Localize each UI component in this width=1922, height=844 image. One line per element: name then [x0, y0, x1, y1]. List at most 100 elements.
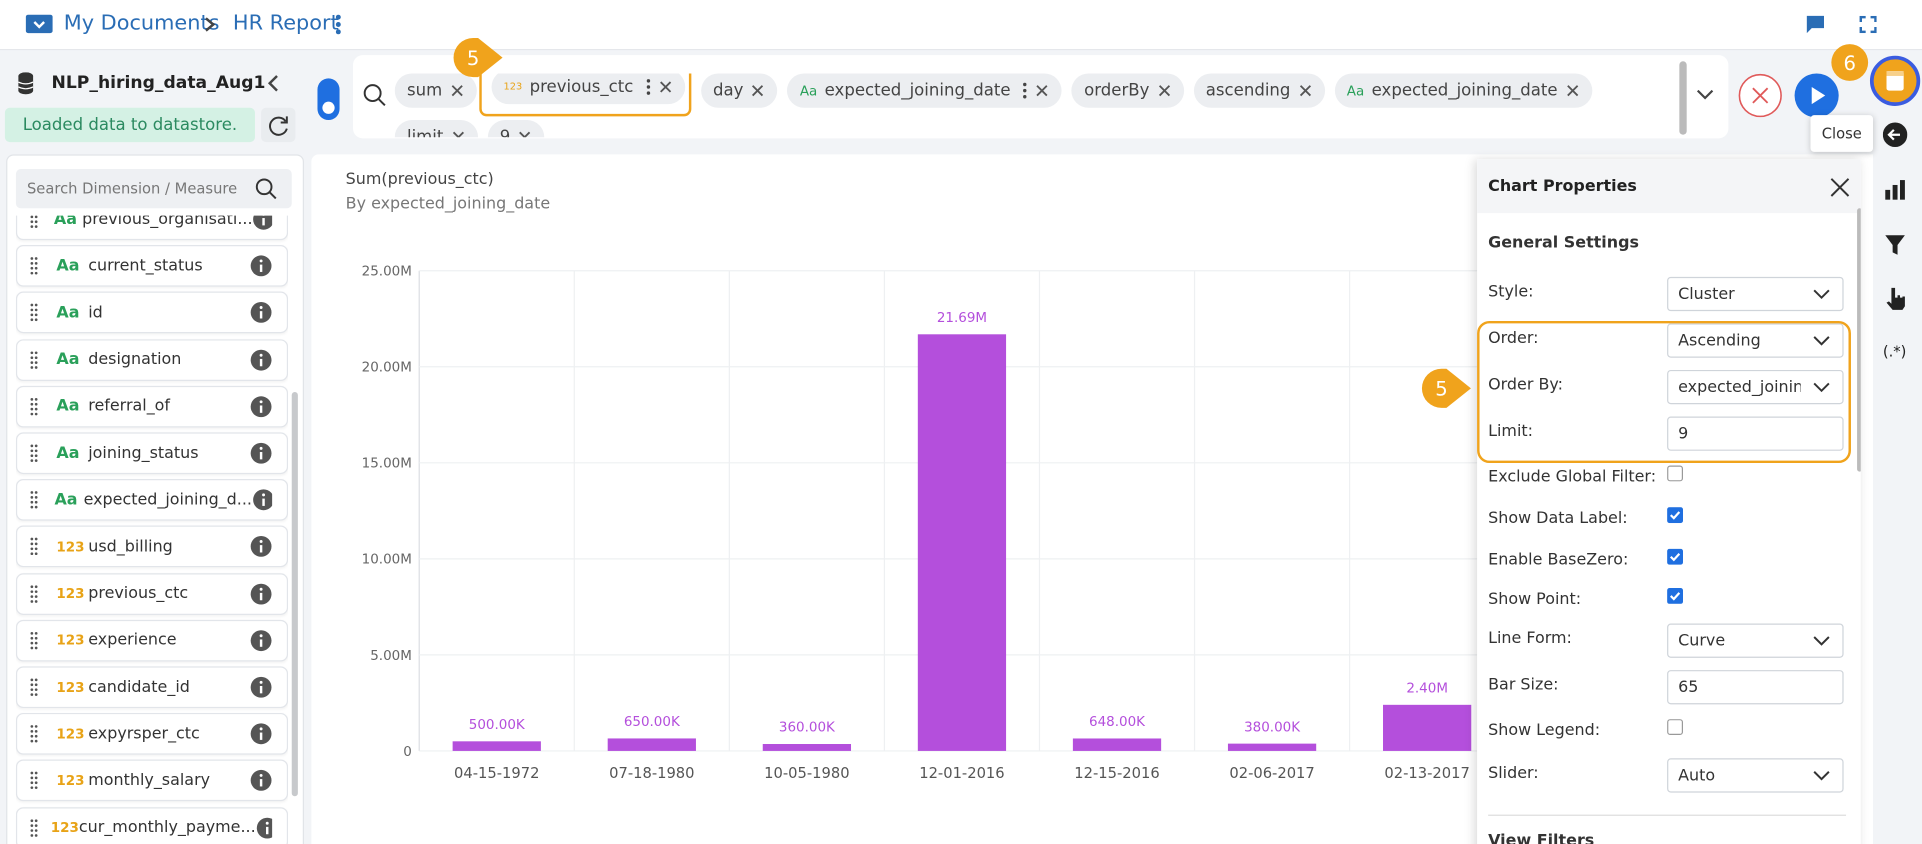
remove-icon[interactable]	[1565, 83, 1580, 98]
field-item[interactable]: Aa expected_joining_d...	[15, 479, 289, 521]
properties-button[interactable]	[1869, 55, 1921, 106]
remove-icon[interactable]	[450, 83, 465, 98]
info-icon[interactable]	[256, 817, 273, 839]
info-icon[interactable]	[250, 676, 272, 698]
info-icon[interactable]	[253, 215, 273, 231]
remove-icon[interactable]	[1298, 83, 1313, 98]
info-icon[interactable]	[250, 442, 272, 464]
field-item[interactable]: 123 candidate_id	[15, 666, 289, 709]
dataset-name: NLP_hiring_data_Aug1	[51, 73, 266, 94]
comment-icon[interactable]	[1806, 15, 1826, 35]
info-icon[interactable]	[252, 489, 273, 511]
text-input[interactable]: 65	[1667, 670, 1844, 705]
drag-handle	[30, 538, 38, 556]
select[interactable]: Ascending	[1667, 323, 1844, 358]
search-box[interactable]: Search Dimension / Measure	[15, 169, 292, 209]
info-icon[interactable]	[250, 723, 272, 745]
control-value: Curve	[1678, 631, 1726, 650]
breadcrumb[interactable]: HR Report	[232, 11, 339, 36]
info-icon[interactable]	[250, 583, 272, 605]
select[interactable]: Curve	[1667, 623, 1844, 658]
breadcrumb[interactable]: My Documents	[63, 11, 220, 36]
chip-menu[interactable]	[646, 78, 651, 95]
dot	[30, 641, 34, 645]
remove-icon[interactable]	[658, 79, 673, 94]
remove-icon[interactable]	[751, 83, 766, 98]
chart-icon[interactable]	[1884, 179, 1906, 201]
search-icon[interactable]	[255, 178, 277, 200]
bar	[1383, 704, 1472, 751]
query-chip[interactable]: 9	[487, 120, 545, 138]
query-chip[interactable]: orderBy	[1071, 73, 1184, 108]
checkbox[interactable]	[1667, 719, 1684, 735]
kebab-icon[interactable]	[333, 13, 343, 35]
callout	[1421, 368, 1471, 408]
field-item[interactable]: Aa referral_of	[15, 385, 289, 428]
drag-handle	[30, 631, 38, 650]
chart-subtitle: By expected_joining_date	[345, 194, 551, 214]
info-icon[interactable]	[250, 349, 272, 371]
cancel-button[interactable]	[1737, 72, 1784, 119]
query-chip[interactable]: day	[700, 73, 778, 108]
info-icon[interactable]	[250, 395, 272, 417]
field-item[interactable]: 123 previous_ctc	[15, 572, 289, 615]
checkbox[interactable]	[1667, 588, 1684, 604]
field-item[interactable]: 123 cur_monthly_payme...	[15, 806, 289, 844]
select[interactable]: Auto	[1667, 758, 1844, 793]
close-icon[interactable]	[1829, 176, 1851, 198]
remove-icon[interactable]	[1035, 83, 1050, 98]
info-icon[interactable]	[250, 629, 272, 651]
filter-icon[interactable]	[1884, 234, 1906, 256]
query-chip[interactable]: Aa expected_joining_date	[1334, 73, 1592, 108]
field-item[interactable]: 123 expyrsper_ctc	[15, 713, 289, 755]
info-icon[interactable]	[250, 255, 272, 277]
chip-menu[interactable]	[1023, 82, 1028, 99]
field-item[interactable]: Aa current_status	[15, 245, 289, 287]
field-name: previous_organisati...	[82, 215, 253, 229]
query-chip[interactable]: Aa expected_joining_date	[787, 73, 1063, 108]
fullscreen-icon[interactable]	[1859, 15, 1877, 34]
info-dot	[259, 400, 263, 404]
field-item[interactable]: Aa designation	[15, 338, 289, 381]
control-value: Cluster	[1678, 284, 1735, 304]
field-item[interactable]: 123 usd_billing	[15, 526, 289, 568]
query-chip[interactable]: 123 previous_ctc	[491, 73, 685, 104]
select[interactable]: expected_joining_	[1667, 369, 1844, 405]
checkbox[interactable]	[1667, 548, 1684, 565]
info-dot	[259, 353, 263, 357]
query-chip[interactable]: ascending	[1193, 73, 1325, 108]
chart-title: Sum(previous_ctc)	[345, 170, 494, 189]
pointer-icon[interactable]	[1884, 287, 1906, 312]
toggle[interactable]	[317, 78, 340, 121]
checkbox[interactable]	[1667, 465, 1684, 482]
field-item[interactable]: Aa previous_organisati...	[15, 215, 289, 241]
chip-highlight: 123 previous_ctc	[478, 73, 691, 117]
remove-icon[interactable]	[451, 130, 466, 138]
dot	[34, 454, 38, 458]
drag-handle	[30, 725, 38, 743]
query-chip[interactable]: limit	[394, 120, 478, 138]
select[interactable]: Cluster	[1667, 276, 1844, 312]
info-icon[interactable]	[250, 536, 272, 558]
data-label: 500.00K	[469, 717, 526, 733]
checkbox[interactable]	[1667, 507, 1684, 524]
back-icon[interactable]	[1882, 122, 1908, 148]
collapse-icon[interactable]	[266, 74, 281, 94]
expand-icon[interactable]	[1695, 87, 1715, 102]
field-item[interactable]: 123 monthly_salary	[15, 759, 289, 802]
remove-icon[interactable]	[1157, 83, 1172, 98]
query-chip[interactable]: sum	[394, 73, 477, 108]
info-icon[interactable]	[250, 302, 272, 324]
field-item[interactable]: Aa id	[15, 292, 289, 334]
field-item[interactable]: 123 experience	[15, 619, 289, 662]
field-type: Aa	[54, 490, 78, 510]
run-button[interactable]	[1793, 72, 1840, 119]
info-icon[interactable]	[250, 770, 272, 792]
regex-icon[interactable]: (.*)	[1882, 343, 1907, 361]
refresh-button[interactable]	[261, 107, 296, 143]
remove-icon[interactable]	[518, 130, 533, 138]
dot	[34, 449, 38, 453]
property-label: Order:	[1488, 329, 1539, 348]
field-item[interactable]: Aa joining_status	[15, 432, 289, 475]
text-input[interactable]: 9	[1667, 416, 1844, 451]
